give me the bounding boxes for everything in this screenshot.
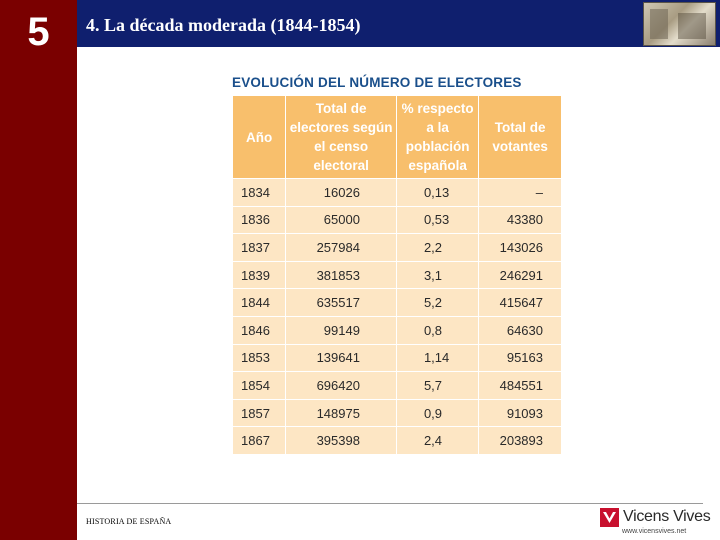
table-row: 1853 139641 1,14 95163: [231, 343, 562, 373]
cell-total-electors: 635517: [285, 288, 397, 317]
header-year: Año: [231, 95, 287, 179]
cell-total-voters: 64630: [478, 315, 562, 345]
publisher-name: Vicens Vives: [623, 508, 711, 525]
cell-total-voters: 143026: [478, 233, 562, 262]
cell-total-electors: 381853: [285, 260, 397, 290]
cell-total-electors: 16026: [285, 178, 397, 207]
cell-total-electors: 139641: [285, 343, 397, 373]
header-total-electors: Total de electores según el censo electo…: [285, 95, 397, 179]
cell-total-electors: 99149: [285, 315, 397, 345]
cell-percent: 0,9: [395, 398, 480, 428]
table-title: EVOLUCIÓN DEL NÚMERO DE ELECTORES: [232, 75, 522, 90]
cell-year: 1846: [231, 315, 287, 345]
slide-title: 4. La década moderada (1844-1854): [86, 15, 361, 35]
cell-total-voters: 91093: [478, 398, 562, 428]
table-row: 1844 635517 5,2 415647: [231, 288, 562, 317]
cell-total-voters: 484551: [478, 371, 562, 400]
cell-percent: 0,8: [395, 315, 480, 345]
header-total-voters: Total de votantes: [478, 95, 562, 179]
cell-year: 1837: [231, 233, 287, 262]
cell-total-electors: 65000: [285, 205, 397, 235]
cell-year: 1836: [231, 205, 287, 235]
footer-course-label: HISTORIA DE ESPAÑA: [86, 517, 172, 526]
cell-year: 1839: [231, 260, 287, 290]
electors-table: Año Total de electores según el censo el…: [231, 95, 562, 455]
cell-percent: 5,2: [395, 288, 480, 317]
cell-percent: 2,4: [395, 426, 480, 455]
left-sidebar-bar: [0, 0, 77, 540]
vicens-vives-logo-icon: [600, 508, 619, 527]
footer-divider: [77, 503, 703, 504]
publisher-url: www.vicensvives.net: [622, 528, 687, 535]
cell-percent: 0,13: [395, 178, 480, 207]
chapter-number: 5: [27, 10, 50, 54]
table-row: 1839 381853 3,1 246291: [231, 260, 562, 290]
cell-total-electors: 257984: [285, 233, 397, 262]
header-bar: [77, 0, 720, 47]
table-row: 1867 395398 2,4 203893: [231, 426, 562, 455]
cell-year: 1844: [231, 288, 287, 317]
header-percent-population: % respecto a la población española: [395, 95, 480, 179]
cell-total-voters: –: [478, 178, 562, 207]
cell-total-voters: 415647: [478, 288, 562, 317]
cell-year: 1853: [231, 343, 287, 373]
cell-percent: 3,1: [395, 260, 480, 290]
cell-year: 1834: [231, 178, 287, 207]
header-thumbnail-image: [643, 2, 716, 46]
table-row: 1834 16026 0,13–: [231, 178, 562, 207]
cell-percent: 5,7: [395, 371, 480, 400]
cell-total-voters: 95163: [478, 343, 562, 373]
cell-total-electors: 148975: [285, 398, 397, 428]
table-row: 1846 99149 0,8 64630: [231, 315, 562, 345]
table-row: 1857 148975 0,9 91093: [231, 398, 562, 428]
table-row: 1836 65000 0,53 43380: [231, 205, 562, 235]
cell-total-electors: 395398: [285, 426, 397, 455]
table-header-row: Año Total de electores según el censo el…: [231, 95, 562, 179]
cell-total-electors: 696420: [285, 371, 397, 400]
cell-percent: 1,14: [395, 343, 480, 373]
table-row: 1837 257984 2,2 143026: [231, 233, 562, 262]
cell-total-voters: 203893: [478, 426, 562, 455]
cell-year: 1867: [231, 426, 287, 455]
cell-total-voters: 246291: [478, 260, 562, 290]
cell-total-voters: 43380: [478, 205, 562, 235]
cell-percent: 2,2: [395, 233, 480, 262]
cell-year: 1854: [231, 371, 287, 400]
cell-percent: 0,53: [395, 205, 480, 235]
table-row: 1854 696420 5,7 484551: [231, 371, 562, 400]
cell-year: 1857: [231, 398, 287, 428]
